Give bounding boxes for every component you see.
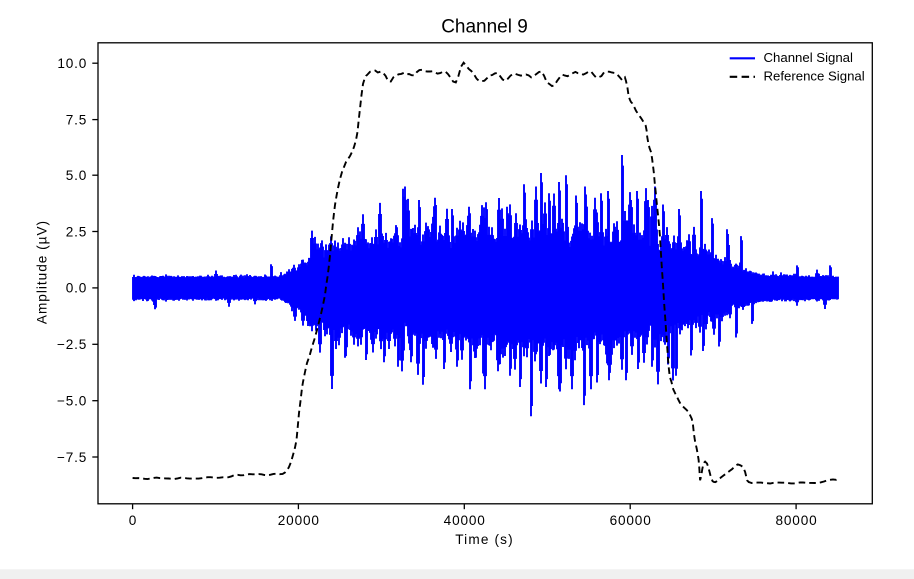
svg-text:60000: 60000	[610, 513, 652, 528]
svg-text:−5.0: −5.0	[57, 394, 87, 409]
svg-text:Amplitude (µV): Amplitude (µV)	[35, 220, 50, 324]
svg-text:5.0: 5.0	[66, 168, 87, 183]
svg-text:Reference Signal: Reference Signal	[764, 69, 865, 84]
svg-text:−7.5: −7.5	[57, 450, 87, 465]
svg-text:−2.5: −2.5	[57, 337, 87, 352]
svg-text:7.5: 7.5	[66, 112, 87, 127]
svg-text:0: 0	[129, 513, 137, 528]
svg-text:Channel Signal: Channel Signal	[764, 50, 854, 65]
svg-text:Channel 9: Channel 9	[441, 16, 528, 37]
svg-text:20000: 20000	[278, 513, 320, 528]
svg-text:0.0: 0.0	[66, 281, 87, 296]
svg-text:Time (s): Time (s)	[455, 532, 514, 547]
svg-text:40000: 40000	[444, 513, 486, 528]
svg-text:2.5: 2.5	[66, 224, 87, 239]
svg-text:80000: 80000	[775, 513, 817, 528]
svg-text:10.0: 10.0	[57, 56, 87, 71]
